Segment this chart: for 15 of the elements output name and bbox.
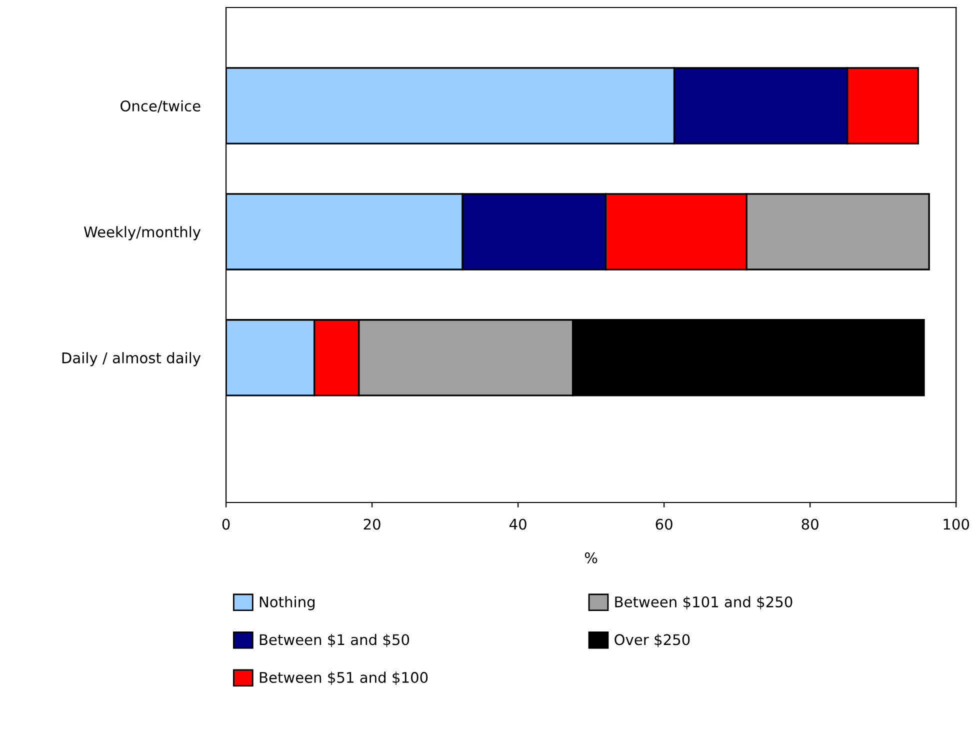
x-tick-label: 60: [656, 518, 672, 530]
x-tick-label: 40: [509, 518, 526, 530]
x-tick-label: 0: [222, 518, 230, 530]
legend-label: Nothing: [260, 596, 315, 610]
y-tick-label: Daily / almost daily: [62, 352, 201, 366]
legend-label: Over $250: [614, 634, 690, 648]
y-tick-label: Weekly/monthly: [84, 226, 201, 240]
legend-label: Between $1 and $50: [260, 634, 410, 648]
legend-label: Between $101 and $250: [615, 596, 792, 610]
x-tick-label: 20: [364, 518, 380, 530]
legend-label: Between $51 and $100: [260, 672, 428, 685]
y-tick-label: Once/twice: [120, 100, 200, 113]
x-axis-title: %: [584, 552, 598, 564]
x-tick-label: 80: [802, 518, 818, 530]
x-tick-label: 100: [944, 518, 970, 530]
